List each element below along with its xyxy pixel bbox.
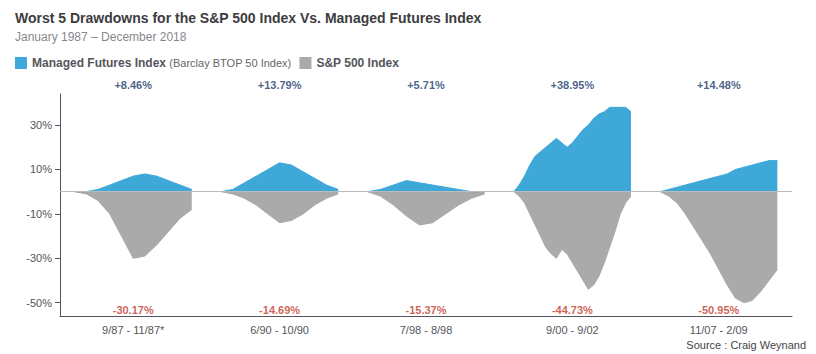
svg-text:-30%: -30%	[26, 252, 52, 264]
svg-text:S&P 500 Index: S&P 500 Index	[316, 56, 399, 70]
svg-text:-50.95%: -50.95%	[698, 304, 739, 316]
svg-text:-10%: -10%	[26, 208, 52, 220]
svg-text:-30.17%: -30.17%	[113, 304, 154, 316]
svg-text:January 1987 – December 2018: January 1987 – December 2018	[15, 30, 187, 44]
svg-text:+8.46%: +8.46%	[114, 79, 152, 91]
svg-text:7/98 - 8/98: 7/98 - 8/98	[400, 324, 453, 336]
svg-text:6/90 - 10/90: 6/90 - 10/90	[250, 324, 309, 336]
svg-text:+14.48%: +14.48%	[697, 79, 741, 91]
svg-text:10%: 10%	[30, 163, 52, 175]
svg-text:-50%: -50%	[26, 297, 52, 309]
svg-text:+38.95%: +38.95%	[551, 79, 595, 91]
svg-text:Worst 5 Drawdowns for the S&P: Worst 5 Drawdowns for the S&P 500 Index …	[15, 10, 481, 26]
svg-text:30%: 30%	[30, 119, 52, 131]
svg-text:+13.79%: +13.79%	[258, 79, 302, 91]
svg-text:9/87 - 11/87*: 9/87 - 11/87*	[102, 324, 165, 336]
svg-text:Source : Craig Weynand: Source : Craig Weynand	[686, 339, 806, 351]
svg-text:Managed Futures Index: Managed Futures Index	[32, 56, 166, 70]
svg-text:9/00 - 9/02: 9/00 - 9/02	[546, 324, 599, 336]
svg-text:11/07 - 2/09: 11/07 - 2/09	[690, 324, 748, 336]
svg-text:-14.69%: -14.69%	[259, 304, 300, 316]
svg-text:-44.73%: -44.73%	[552, 304, 593, 316]
svg-text:-15.37%: -15.37%	[406, 304, 447, 316]
svg-text:(Barclay BTOP 50 Index): (Barclay BTOP 50 Index)	[169, 57, 291, 69]
svg-text:+5.71%: +5.71%	[407, 79, 445, 91]
